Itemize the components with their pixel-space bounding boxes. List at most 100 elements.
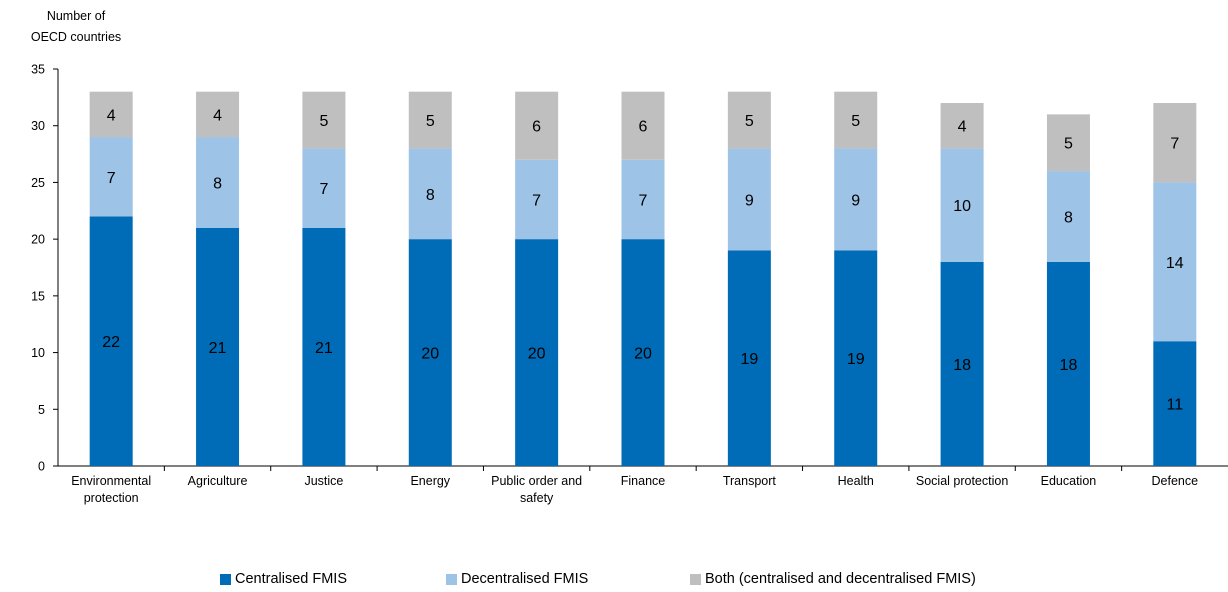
bar-segment: [515, 239, 559, 466]
bar-segment: [727, 148, 771, 251]
x-tick-label: Social protection: [916, 474, 1008, 488]
y-tick-label: 30: [31, 119, 45, 133]
bar-segment: [727, 91, 771, 149]
x-tick-label: Defence: [1152, 474, 1199, 488]
bar-segment: [1153, 103, 1197, 183]
data-label: 4: [213, 107, 222, 124]
legend-swatch: [446, 573, 457, 585]
x-tick-label: Environmental: [71, 474, 151, 488]
bar-segment: [940, 103, 984, 149]
y-axis-unit-line-2: OECD countries: [30, 30, 122, 44]
bar-segment: [621, 159, 665, 240]
data-label: 14: [1166, 255, 1184, 272]
x-tick-label: Energy: [410, 474, 450, 488]
bar-segment: [302, 148, 346, 228]
bar-segment: [89, 216, 133, 466]
data-label: 5: [851, 113, 860, 130]
y-axis-unit-label: Number of OECD countries: [6, 6, 146, 48]
data-label: 8: [426, 187, 435, 204]
bar-segment: [302, 91, 346, 149]
bar-segment: [727, 250, 771, 466]
data-label: 5: [745, 113, 754, 130]
data-label: 7: [532, 192, 541, 209]
x-tick-label: Finance: [621, 474, 666, 488]
data-label: 21: [315, 340, 333, 357]
data-label: 7: [107, 170, 116, 187]
x-tick-label: Health: [838, 474, 874, 488]
data-label: 22: [102, 334, 120, 351]
bar-segment: [834, 250, 878, 466]
data-label: 10: [953, 198, 971, 215]
data-label: 21: [209, 340, 227, 357]
bar-segment: [834, 91, 878, 149]
data-label: 4: [958, 119, 967, 136]
bar-segment: [196, 137, 240, 228]
data-label: 5: [319, 113, 328, 130]
legend-item: Centralised FMIS: [220, 571, 347, 587]
data-label: 6: [532, 119, 541, 136]
y-tick-label: 25: [31, 176, 45, 190]
data-label: 5: [1064, 136, 1073, 153]
bar-segment: [196, 91, 240, 138]
bar-segment: [1153, 341, 1197, 466]
bar-segment: [1046, 171, 1090, 262]
bar-segment: [621, 91, 665, 160]
bar-segment: [408, 148, 452, 240]
data-label: 9: [745, 192, 754, 209]
x-tick-label: Education: [1041, 474, 1097, 488]
y-tick-label: 0: [38, 460, 45, 474]
x-tick-label: protection: [84, 491, 139, 505]
bar-segment: [940, 261, 984, 466]
data-label: 20: [421, 346, 439, 363]
legend-item: Both (centralised and decentralised FMIS…: [690, 571, 976, 587]
x-tick-label: Justice: [304, 474, 343, 488]
bar-segment: [89, 137, 133, 217]
x-tick-label: Transport: [723, 474, 777, 488]
bar-segment: [1046, 261, 1090, 466]
data-label: 18: [953, 357, 971, 374]
bar-segment: [408, 91, 452, 149]
bar-segment: [1046, 114, 1090, 172]
x-tick-label: safety: [520, 491, 554, 505]
data-label: 20: [634, 346, 652, 363]
bar-segment: [1153, 182, 1197, 342]
legend-item: Decentralised FMIS: [446, 571, 588, 587]
y-tick-label: 5: [38, 403, 45, 417]
data-label: 8: [213, 175, 222, 192]
data-label: 6: [639, 119, 648, 136]
y-tick-label: 35: [31, 63, 45, 77]
data-label: 4: [107, 107, 116, 124]
legend-label: Centralised FMIS: [235, 571, 348, 587]
y-tick-label: 10: [31, 346, 45, 360]
legend-label: Both (centralised and decentralised FMIS…: [705, 571, 976, 587]
bar-segment: [196, 227, 240, 466]
legend-swatch: [690, 573, 701, 585]
plot-area: 0 5 10 15 20 25 30 35 22 7 4 Environmental protectio…: [31, 63, 1228, 505]
legend-swatch: [220, 573, 231, 585]
bar-segment: [940, 148, 984, 262]
bar-segment: [515, 159, 559, 240]
data-label: 7: [639, 192, 648, 209]
y-tick-label: 20: [31, 233, 45, 247]
x-tick-label: Public order and: [491, 474, 582, 488]
bar-segment: [515, 91, 559, 160]
data-label: 8: [1064, 209, 1073, 226]
x-tick-label: Agriculture: [188, 474, 248, 488]
y-axis-unit-line-1: Number of: [46, 9, 106, 23]
data-label: 20: [528, 346, 546, 363]
data-label: 9: [851, 192, 860, 209]
legend-label: Decentralised FMIS: [461, 571, 589, 587]
data-label: 5: [426, 113, 435, 130]
data-label: 11: [1167, 397, 1184, 414]
data-label: 18: [1060, 357, 1078, 374]
data-label: 7: [319, 181, 328, 198]
data-label: 19: [847, 351, 865, 368]
legend: Centralised FMIS Decentralised FMIS Both (…: [0, 571, 1228, 591]
data-label: 19: [740, 351, 758, 368]
data-label: 7: [1170, 136, 1179, 153]
y-tick-label: 15: [31, 289, 45, 303]
bar-segment: [408, 239, 452, 466]
bar-segment: [621, 239, 665, 466]
bar-segment: [302, 227, 346, 466]
